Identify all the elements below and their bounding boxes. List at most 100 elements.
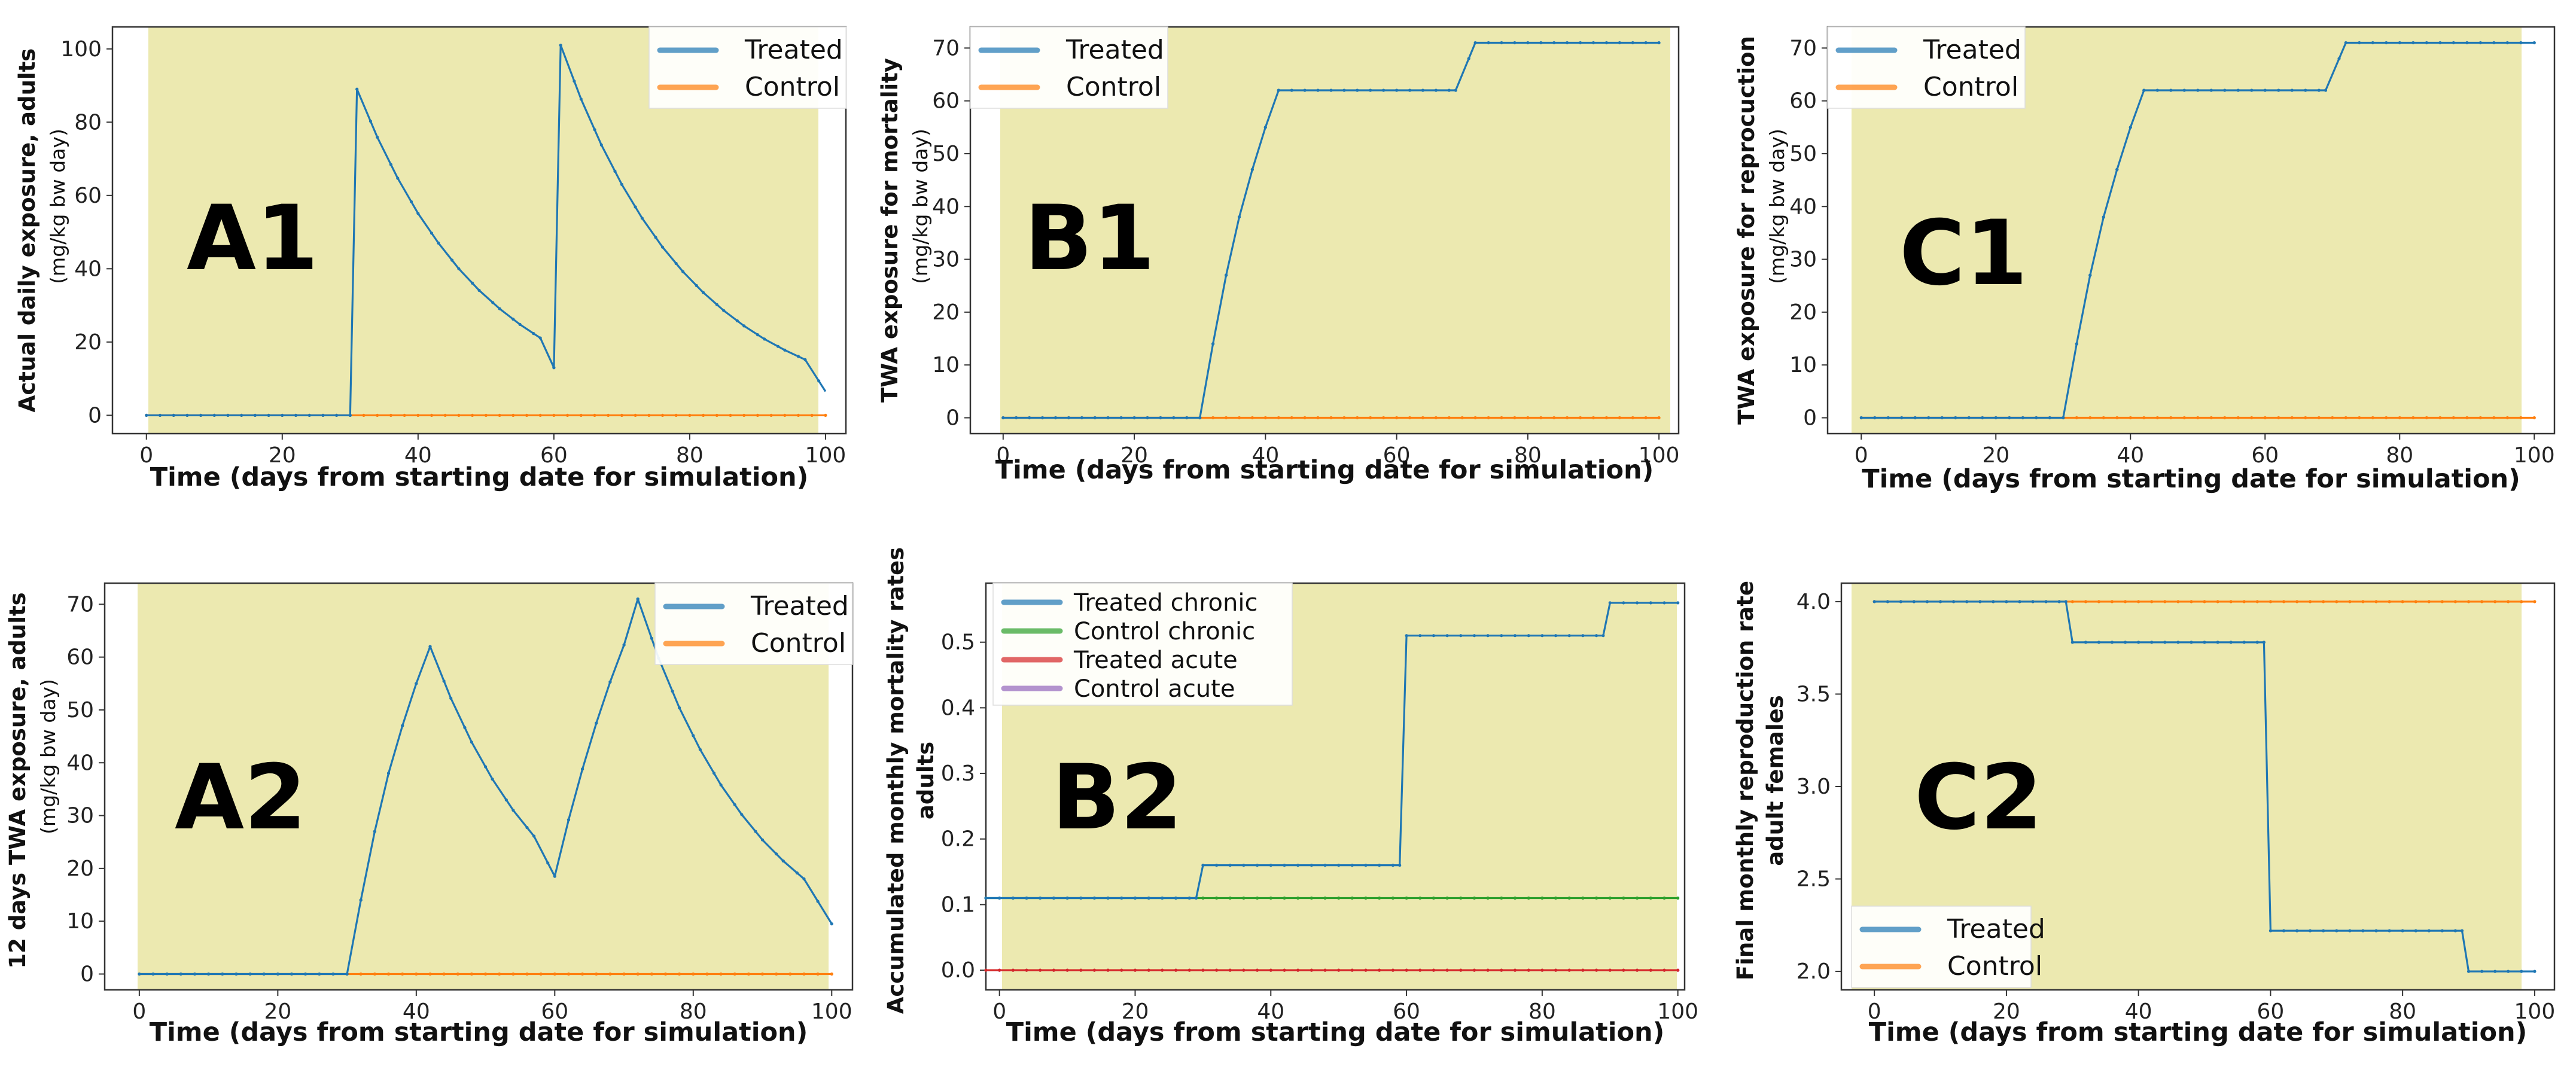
- series-point: [2062, 416, 2065, 420]
- series-point: [2008, 416, 2011, 420]
- series-point: [756, 413, 759, 417]
- series-point: [1323, 968, 1327, 972]
- series-point: [1378, 968, 1381, 972]
- legend-label: Treated chronic: [1073, 589, 1257, 617]
- y-tick-label: 3.5: [1796, 682, 1831, 706]
- series-point: [1316, 89, 1320, 92]
- series-point: [1513, 416, 1517, 420]
- x-axis-label: Time (days from starting date for simula…: [150, 462, 809, 492]
- series-point: [2492, 416, 2496, 420]
- series-point: [2492, 41, 2496, 45]
- series-point: [1342, 89, 1346, 92]
- series-point: [1053, 416, 1058, 420]
- x-tick-label: 60: [541, 999, 568, 1024]
- series-point: [1011, 968, 1015, 972]
- legend-label: Treated: [744, 35, 843, 65]
- axes-frame: [969, 26, 1680, 435]
- series-point: [1242, 968, 1246, 972]
- y-tick-label: 0: [1803, 406, 1817, 431]
- series-point: [1052, 896, 1055, 900]
- series-point: [1405, 968, 1408, 972]
- panel-identifier: C1: [1899, 202, 2027, 306]
- series-point: [1133, 968, 1137, 972]
- series-point: [2088, 273, 2092, 277]
- series-point: [1500, 968, 1503, 972]
- x-tick-label: 40: [1257, 999, 1284, 1024]
- series-point: [2169, 89, 2173, 92]
- legend-label: Control: [1066, 72, 1161, 102]
- series-point: [2124, 641, 2127, 644]
- series-point: [2348, 600, 2352, 603]
- series-point: [1242, 896, 1246, 900]
- series-line-treated-chronic: [986, 602, 1678, 900]
- series-point: [816, 900, 820, 903]
- series-point: [1554, 896, 1558, 900]
- series-point: [2478, 41, 2482, 45]
- series-point: [702, 413, 705, 417]
- y-axis-label: TWA exposure for mortality: [877, 58, 903, 403]
- series-point: [796, 413, 800, 417]
- series-point: [2163, 600, 2167, 603]
- series-point: [2084, 600, 2087, 603]
- series-point: [1337, 968, 1341, 972]
- series-point: [471, 413, 474, 417]
- series-point: [740, 813, 744, 816]
- series-point: [2137, 641, 2140, 644]
- series-point: [2263, 89, 2267, 92]
- y-tick-label: 0.3: [941, 761, 975, 786]
- series-point: [2467, 970, 2471, 973]
- series-point: [2401, 600, 2404, 603]
- series-point: [348, 413, 352, 417]
- series-point: [2309, 600, 2312, 603]
- series-point: [1622, 601, 1625, 605]
- series-point: [2209, 89, 2213, 92]
- series-point: [1981, 416, 1984, 420]
- y-axis-unit: (mg/kg bw day): [909, 129, 932, 284]
- series-point: [518, 322, 522, 327]
- legend-label: Treated: [1923, 35, 2021, 65]
- series-point: [456, 972, 459, 976]
- series-point: [484, 972, 488, 976]
- series-point: [1147, 968, 1150, 972]
- series-point: [796, 355, 800, 358]
- series-point: [2018, 600, 2021, 603]
- series-point: [235, 972, 238, 976]
- series-point: [2190, 600, 2193, 603]
- series-point: [1472, 968, 1476, 972]
- series-point: [1185, 416, 1189, 420]
- y-tick-label: 60: [1789, 89, 1817, 114]
- series-point: [2295, 929, 2299, 932]
- series-point: [1277, 416, 1280, 420]
- y-tick-label: 70: [66, 592, 94, 617]
- series-point: [1408, 416, 1412, 420]
- series-point: [595, 972, 598, 976]
- series-point: [830, 922, 833, 926]
- series-point: [2465, 416, 2469, 420]
- series-point: [2137, 600, 2140, 603]
- series-point: [389, 163, 393, 166]
- series-point: [1174, 968, 1178, 972]
- series-point: [660, 413, 665, 417]
- series-point: [593, 413, 596, 417]
- series-point: [2295, 600, 2299, 603]
- y-tick-label: 4.0: [1796, 590, 1831, 614]
- series-point: [1552, 41, 1556, 45]
- panel-identifier: B1: [1024, 187, 1155, 291]
- series-point: [2290, 89, 2294, 92]
- series-point: [1581, 968, 1585, 972]
- series-point: [1039, 968, 1042, 972]
- series-point: [179, 972, 182, 976]
- x-tick-label: 40: [403, 999, 430, 1024]
- series-point: [369, 120, 373, 123]
- series-point: [2532, 41, 2536, 45]
- y-tick-label: 0: [946, 406, 960, 431]
- series-point: [2324, 89, 2328, 92]
- series-point: [1567, 968, 1571, 972]
- series-point: [1886, 600, 1889, 603]
- series-markers-treated-chronic: [984, 601, 1680, 900]
- series-point: [1952, 600, 1956, 603]
- chart-panel-c1: 0 20 40 60 80 100 0 10 20 30 40 50 60 70 Time (days fr…: [1734, 26, 2556, 494]
- x-axis-label: Time (days from starting date for simula…: [1869, 1017, 2528, 1047]
- series-point: [1269, 968, 1272, 972]
